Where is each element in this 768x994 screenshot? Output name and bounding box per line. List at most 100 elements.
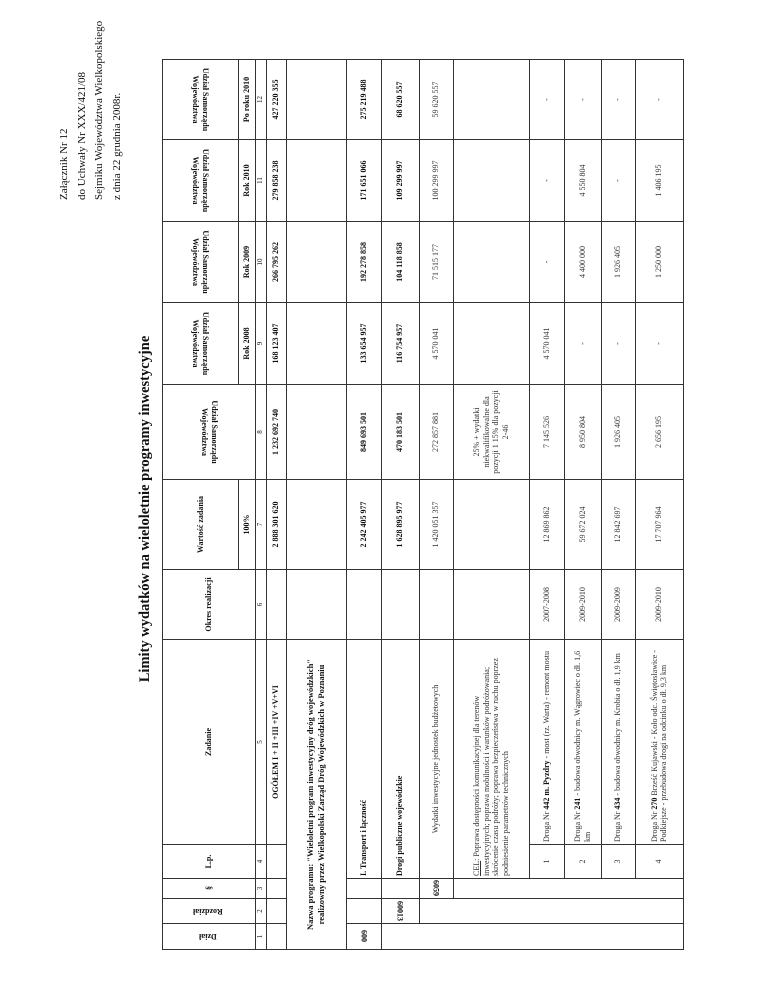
row-y2009: -: [529, 221, 564, 303]
table-row: 1 Droga Nr 442 m. Pyzdry - most (rz. Wart…: [529, 59, 564, 950]
table-row: 4 Droga Nr 270 Brześć Kujawski - Koło odc…: [635, 59, 683, 950]
row-y2008: -: [564, 302, 601, 385]
transport-row: 600 I. Transport i łączność 2 242 405 97…: [346, 59, 381, 950]
total-wartosc: 2 888 301 620: [266, 479, 286, 570]
header-100pct: 100%: [238, 479, 256, 570]
header-okres: Okres realizacji: [162, 569, 256, 640]
col-number: 4: [255, 844, 266, 879]
row-udzial: 7 145 526: [529, 384, 564, 480]
drogi-2009: 104 118 858: [381, 221, 419, 303]
row-wartosc: 59 672 024: [564, 479, 601, 570]
wydatki-2010: 100 299 997: [419, 139, 453, 222]
cel-udzial-note: 25% + wydatki niekwalifikowalne dla pozy…: [453, 384, 529, 480]
row-udzial: 1 926 405: [601, 384, 635, 480]
col-number: 6: [255, 569, 266, 640]
transport-dzial: 600: [346, 923, 381, 950]
row-zadanie: Droga Nr 270 Brześć Kujawski - Koło odc.…: [635, 639, 683, 845]
total-label: OGÓŁEM I + II +III +IV +V+VI: [266, 639, 286, 845]
wydatki-po2010: 59 620 557: [419, 59, 453, 140]
row-po2010: -: [564, 59, 601, 140]
row-lp: 3: [601, 844, 635, 879]
header-wartosc: Wartość zadania: [162, 479, 239, 570]
transport-2009: 192 278 858: [346, 221, 381, 303]
cel-prefix: CEL: [472, 860, 481, 876]
row-okres: 2009-2010: [564, 569, 601, 640]
total-po2010: 427 220 355: [266, 59, 286, 140]
col-number: 1: [255, 923, 266, 950]
header-paragraf: §: [162, 878, 256, 899]
total-udzial: 1 232 692 740: [266, 384, 286, 480]
row-zadanie: Droga Nr 241 - budowa obwodnicy m. Wągro…: [564, 639, 601, 845]
row-po2010: -: [601, 59, 635, 140]
row-okres: 2007-2008: [529, 569, 564, 640]
total-2008: 168 123 407: [266, 302, 286, 385]
transport-udzial: 849 693 501: [346, 384, 381, 480]
row-y2009: 1 250 000: [635, 221, 683, 303]
row-zadanie: Droga Nr 442 m. Pyzdry - most (rz. Warta…: [529, 639, 564, 845]
wydatki-paragraf: 6059: [419, 878, 453, 899]
drogi-rozdzial: 60013: [381, 898, 419, 924]
header-zadanie: Zadanie: [162, 639, 256, 845]
header-udzial-2008: Udział Samorządu Województwa: [162, 302, 239, 385]
annex-line: do Uchwały Nr XXX/421/08: [75, 71, 88, 200]
cel-row: CEL: Poprawa dostępności komunikacyjnej …: [453, 59, 683, 950]
wydatki-udzial: 272 857 881: [419, 384, 453, 480]
header-po2010: Po roku 2010: [238, 59, 256, 140]
col-number: 11: [255, 139, 266, 222]
wydatki-2009: 71 515 177: [419, 221, 453, 303]
drogi-2010: 109 299 997: [381, 139, 419, 222]
row-zadanie: Droga Nr 434 - budowa obwodnicy m. Krobi…: [601, 639, 635, 845]
row-y2010: 4 550 804: [564, 139, 601, 222]
row-y2008: -: [635, 302, 683, 385]
row-lp: 1: [529, 844, 564, 879]
col-number: 12: [255, 59, 266, 140]
row-y2008: 4 570 041: [529, 302, 564, 385]
table-row: 2 Droga Nr 241 - budowa obwodnicy m. Wągr…: [564, 59, 601, 950]
col-number: 3: [255, 878, 266, 899]
header-lp: L.p.: [162, 844, 256, 879]
row-wartosc: 12 842 697: [601, 479, 635, 570]
row-po2010: -: [635, 59, 683, 140]
col-number: 2: [255, 898, 266, 924]
header-udzial: Udział Samorządu Województwa: [162, 384, 256, 480]
total-2009: 266 795 262: [266, 221, 286, 303]
row-wartosc: 12 869 862: [529, 479, 564, 570]
drogi-2008: 116 754 957: [381, 302, 419, 385]
header-rozdzial: Rozdział: [162, 898, 256, 924]
row-po2010: -: [529, 59, 564, 140]
drogi-label: Drogi publiczne wojewódzkie: [381, 639, 419, 879]
col-number: 9: [255, 302, 266, 385]
header-dzial: Dział: [162, 923, 256, 950]
transport-wartosc: 2 242 405 977: [346, 479, 381, 570]
row-okres: 2009-2009: [601, 569, 635, 640]
col-number: 5: [255, 639, 266, 845]
cel-text: CEL: Poprawa dostępności komunikacyjnej …: [453, 639, 529, 879]
row-y2009: 1 926 405: [601, 221, 635, 303]
wydatki-label: Wydatki inwestycyjne jednostek budżetowy…: [419, 639, 453, 879]
transport-2008: 133 654 957: [346, 302, 381, 385]
row-wartosc: 17 707 964: [635, 479, 683, 570]
header-2010: Rok 2010: [238, 139, 256, 222]
total-row: OGÓŁEM I + II +III +IV +V+VI 2 888 301 6…: [266, 59, 286, 950]
col-number: 7: [255, 479, 266, 570]
header-udzial-2009: Udział Samorządu Województwa: [162, 221, 239, 303]
transport-po2010: 275 219 488: [346, 59, 381, 140]
row-y2010: -: [601, 139, 635, 222]
drogi-wartosc: 1 628 895 977: [381, 479, 419, 570]
row-lp: 2: [564, 844, 601, 879]
table-row: 3 Droga Nr 434 - budowa obwodnicy m. Krob…: [601, 59, 635, 950]
annex-header: Załącznik Nr 12 do Uchwały Nr XXX/421/08…: [56, 21, 126, 200]
annex-line: Sejmiku Województwa Wielkopolskiego: [93, 20, 105, 200]
annex-line: z dnia 22 grudnia 2008r.: [110, 92, 123, 200]
column-number-row: 1 2 3 4 5 6 7 8 9 10 11 12: [255, 59, 266, 950]
col-number: 10: [255, 221, 266, 303]
row-udzial: 2 656 195: [635, 384, 683, 480]
header-row: Dział Rozdział § L.p. Zadanie Okres real…: [162, 59, 256, 950]
row-okres: 2009-2010: [635, 569, 683, 640]
col-number: 8: [255, 384, 266, 480]
page-title: Limity wydatków na wieloletnie programy …: [137, 335, 153, 683]
wydatki-row: 6059 Wydatki inwestycyjne jednostek budż…: [419, 59, 683, 950]
expenditure-table: Dział Rozdział § L.p. Zadanie Okres real…: [162, 59, 684, 950]
program-name: Nazwa programu: "Wieloletni program inwe…: [286, 639, 346, 950]
